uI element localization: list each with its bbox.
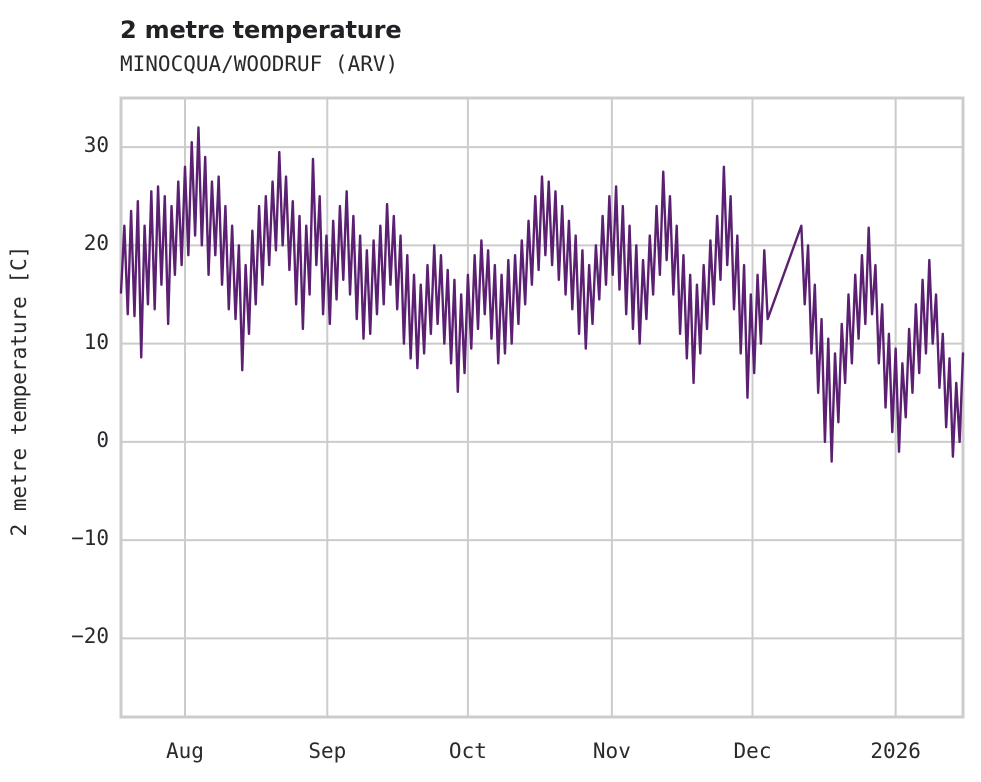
y-tick-label: 30: [83, 133, 109, 158]
gridlines: [121, 98, 963, 717]
y-tick-label: −20: [71, 624, 109, 649]
x-tick-label: Aug: [166, 739, 204, 763]
temperature-series: [119, 126, 965, 463]
plot-frame: [119, 96, 965, 719]
y-tick-label: 20: [83, 231, 109, 256]
chart-subtitle: MINOCQUA/WOODRUF (ARV): [120, 52, 399, 76]
x-tick-label: 2026: [870, 739, 921, 763]
x-tick-label: Nov: [592, 739, 631, 763]
y-tick-label: −10: [71, 526, 109, 551]
x-tick-label: Sep: [308, 739, 347, 763]
y-tick-label: 0: [96, 427, 109, 452]
page-title: 2 metre temperature: [120, 16, 402, 44]
y-tick-label: 10: [83, 329, 109, 354]
x-tick-label: Oct: [448, 739, 487, 763]
x-tick-label: Dec: [733, 739, 772, 763]
